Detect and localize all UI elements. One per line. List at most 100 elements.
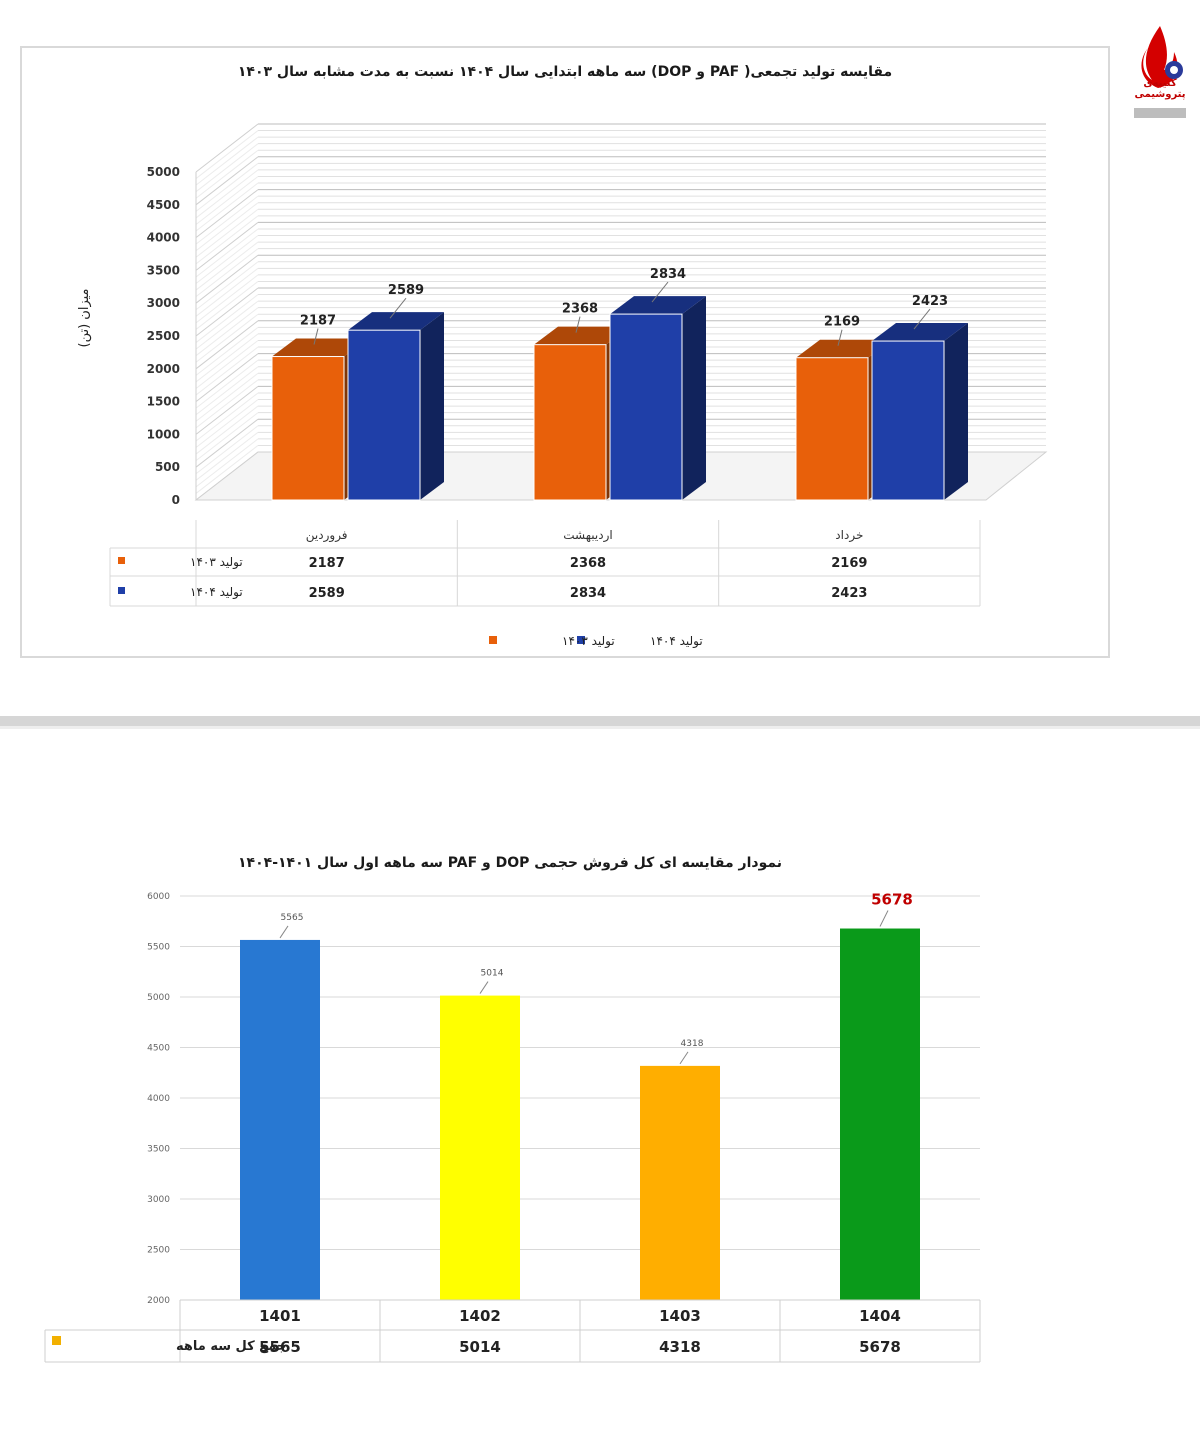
table-cell: 2589 [309, 586, 345, 601]
bar [240, 939, 320, 1300]
bar-top [796, 339, 892, 358]
x-tick-label: 1404 [859, 1307, 901, 1325]
side-gridline [195, 320, 259, 370]
side-gridline [195, 274, 259, 324]
side-gridline [195, 333, 259, 383]
side-gridline [195, 189, 259, 238]
side-gridline [195, 379, 259, 429]
data-label-leader [913, 308, 931, 330]
side-gridline [195, 182, 259, 232]
y-tick-label: 3000 [147, 1195, 170, 1205]
bar [440, 995, 520, 1300]
data-label: 5565 [281, 913, 304, 923]
data-label: 5678 [871, 891, 913, 909]
y-tick-label: 6000 [147, 892, 170, 902]
y-tick-label: 2000 [147, 362, 180, 376]
side-gridline [195, 241, 259, 291]
side-gridline [195, 208, 259, 258]
y-tick-label: 2000 [147, 1296, 170, 1306]
side-gridline [195, 346, 259, 396]
side-gridline [195, 248, 259, 298]
bar [533, 344, 607, 501]
x-tick-label: اردیبهشت [563, 528, 612, 543]
x-tick-label: 1402 [459, 1307, 501, 1325]
table-cell: 5565 [259, 1338, 301, 1356]
y-tick-label: 4500 [147, 198, 180, 212]
section-divider-shadow [0, 726, 1200, 729]
data-label-leader [879, 910, 889, 927]
side-gridline [195, 366, 259, 416]
side-gridline [195, 326, 259, 376]
side-gridline [195, 300, 259, 350]
chart2-title: نمودار مقایسه ای کل فروش حجمی DOP و PAF … [238, 855, 782, 871]
side-gridline [195, 169, 259, 219]
data-label-leader [389, 297, 407, 319]
side-gridline [195, 281, 259, 330]
data-label-leader [837, 329, 843, 346]
data-label-leader [575, 316, 581, 333]
side-gridline [195, 399, 259, 448]
data-label-leader [479, 981, 489, 994]
side-gridline [195, 235, 259, 284]
y-tick-label: 5500 [147, 943, 170, 953]
legend-swatch [577, 636, 585, 644]
table-cell: 2368 [570, 556, 606, 571]
bar [640, 1065, 720, 1300]
side-gridline [195, 294, 259, 343]
y-tick-label: 5000 [147, 993, 170, 1003]
side-gridline [195, 386, 259, 435]
side-gridline [195, 372, 259, 422]
side-gridline [195, 156, 259, 206]
side-gridline [195, 215, 259, 265]
table-cell: 2187 [309, 556, 345, 571]
x-tick-label: خرداد [835, 528, 863, 543]
bar-top [872, 323, 968, 342]
bar-top [272, 338, 368, 357]
data-label-leader [679, 1051, 689, 1065]
side-gridline [195, 261, 259, 311]
table-row-header: تولید ۱۴۰۴ [190, 585, 243, 600]
y-axis-label: میزان (تن) [77, 288, 92, 347]
data-label: 2187 [300, 314, 336, 329]
bar-side [420, 312, 444, 500]
side-gridline [195, 162, 259, 212]
side-gridline [195, 149, 259, 199]
table-cell: 4318 [659, 1338, 701, 1356]
side-gridline [195, 405, 259, 455]
data-label: 2589 [388, 283, 424, 298]
y-tick-label: 5000 [147, 165, 180, 179]
y-tick-label: 500 [155, 460, 180, 474]
x-tick-label: 1403 [659, 1307, 701, 1325]
table-cell: 2834 [570, 586, 606, 601]
side-gridline [195, 222, 259, 271]
y-tick-label: 4000 [147, 231, 180, 245]
table-cell: 5014 [459, 1338, 501, 1356]
side-gridline [195, 254, 259, 304]
y-tick-label: 0 [172, 493, 180, 507]
bar-top [348, 312, 444, 331]
side-gridline [195, 202, 259, 252]
bar-top [610, 296, 706, 315]
data-label: 2368 [562, 302, 598, 317]
bar-top [534, 326, 630, 345]
data-label: 4318 [681, 1039, 704, 1049]
side-gridline [195, 438, 259, 488]
data-label: 2423 [912, 294, 948, 309]
table-legend-key [52, 1336, 61, 1345]
side-gridline [195, 392, 259, 442]
y-tick-label: 1500 [147, 395, 180, 409]
y-tick-label: 1000 [147, 427, 180, 441]
logo-caption: کتیبه‌ی پتروشیمی [1134, 78, 1186, 100]
company-logo [1134, 26, 1186, 118]
side-gridline [195, 287, 259, 337]
side-gridline [195, 176, 259, 225]
side-gridline [195, 143, 259, 193]
bar [840, 928, 920, 1300]
data-label-leader [313, 328, 319, 345]
x-tick-label: 1401 [259, 1307, 301, 1325]
y-tick-label: 4000 [147, 1094, 170, 1104]
side-gridline [195, 267, 259, 317]
side-gridline [195, 425, 259, 475]
side-gridline [195, 359, 259, 409]
